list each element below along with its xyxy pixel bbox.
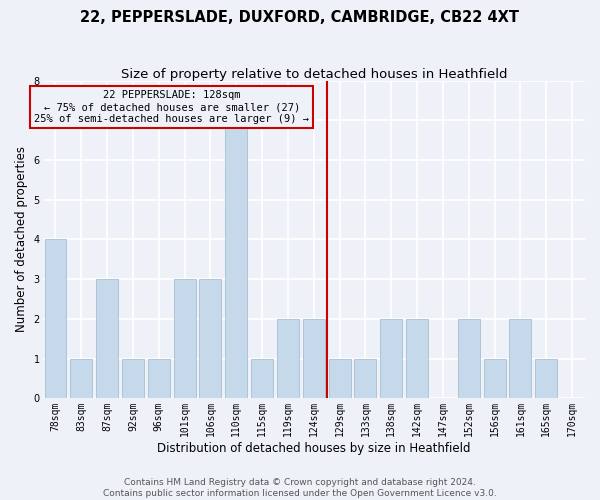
Bar: [303, 319, 325, 398]
Text: 22 PEPPERSLADE: 128sqm
← 75% of detached houses are smaller (27)
25% of semi-det: 22 PEPPERSLADE: 128sqm ← 75% of detached…: [34, 90, 309, 124]
Bar: [173, 279, 196, 398]
Bar: [484, 358, 506, 399]
Bar: [96, 279, 118, 398]
Title: Size of property relative to detached houses in Heathfield: Size of property relative to detached ho…: [121, 68, 507, 80]
Bar: [148, 358, 170, 399]
Bar: [458, 319, 480, 398]
Y-axis label: Number of detached properties: Number of detached properties: [15, 146, 28, 332]
Bar: [535, 358, 557, 399]
Text: Contains HM Land Registry data © Crown copyright and database right 2024.
Contai: Contains HM Land Registry data © Crown c…: [103, 478, 497, 498]
Bar: [122, 358, 144, 399]
Bar: [70, 358, 92, 399]
Bar: [44, 240, 67, 398]
Text: 22, PEPPERSLADE, DUXFORD, CAMBRIDGE, CB22 4XT: 22, PEPPERSLADE, DUXFORD, CAMBRIDGE, CB2…: [80, 10, 520, 25]
Bar: [277, 319, 299, 398]
Bar: [380, 319, 402, 398]
Bar: [509, 319, 532, 398]
Bar: [199, 279, 221, 398]
Bar: [355, 358, 376, 399]
Bar: [406, 319, 428, 398]
Bar: [329, 358, 350, 399]
Bar: [251, 358, 273, 399]
X-axis label: Distribution of detached houses by size in Heathfield: Distribution of detached houses by size …: [157, 442, 470, 455]
Bar: [226, 120, 247, 398]
